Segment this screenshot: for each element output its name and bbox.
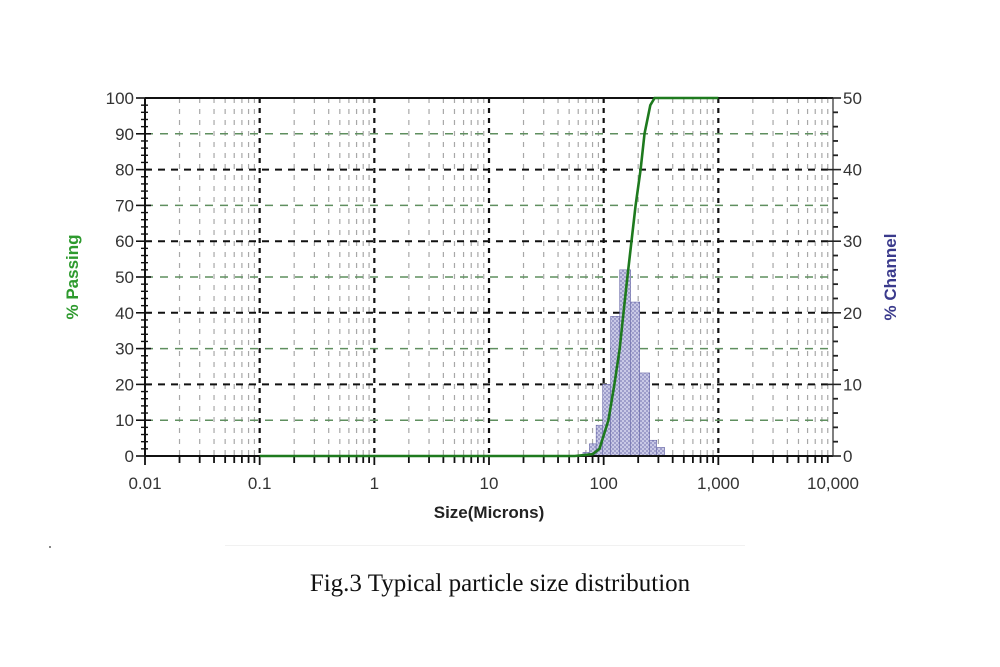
- channel-bar: [639, 372, 650, 457]
- y-tick-label: 0: [125, 447, 134, 466]
- y-tick-label: 20: [115, 375, 134, 394]
- x-tick-label: 10,000: [807, 474, 859, 493]
- channel-bar: [630, 301, 640, 457]
- grid-lines: [145, 98, 833, 456]
- right-y-axis-label: % Channel: [881, 234, 900, 321]
- x-tick-label: 10: [480, 474, 499, 493]
- y-tick-label: 100: [106, 89, 134, 108]
- y2-tick-label: 40: [843, 161, 862, 180]
- y2-tick-label: 20: [843, 304, 862, 323]
- y-tick-label: 60: [115, 232, 134, 251]
- x-axis-label: Size(Microns): [434, 503, 545, 522]
- y2-tick-label: 10: [843, 375, 862, 394]
- y2-tick-label: 50: [843, 89, 862, 108]
- left-y-axis-tick-labels: 0 10 20 30 40 50 60 70 80 90 100: [106, 89, 134, 466]
- x-tick-label: 0.01: [128, 474, 161, 493]
- y-tick-label: 80: [115, 161, 134, 180]
- y-tick-label: 40: [115, 304, 134, 323]
- right-y-axis-tick-labels: 0 10 20 30 40 50: [843, 89, 862, 466]
- channel-bar: [649, 439, 657, 457]
- separator-line: [225, 545, 745, 546]
- y-tick-label: 70: [115, 196, 134, 215]
- y-tick-label: 10: [115, 411, 134, 430]
- passing-cumulative-line: [259, 96, 719, 458]
- y-tick-label: 90: [115, 125, 134, 144]
- channel-bar: [656, 447, 665, 457]
- left-y-axis-label: % Passing: [63, 234, 82, 319]
- stray-dot: [49, 546, 51, 548]
- x-axis-tick-labels: 0.01 0.1 1 10 100 1,000 10,000: [128, 474, 859, 493]
- x-tick-label: 0.1: [248, 474, 272, 493]
- y-tick-label: 50: [115, 268, 134, 287]
- channel-histogram-bars: [582, 269, 665, 457]
- y2-tick-label: 30: [843, 232, 862, 251]
- figure-caption: Fig.3 Typical particle size distribution: [309, 570, 691, 597]
- x-tick-label: 1: [370, 474, 379, 493]
- x-tick-label: 100: [589, 474, 617, 493]
- x-tick-label: 1,000: [697, 474, 740, 493]
- y2-tick-label: 0: [843, 447, 852, 466]
- y-tick-label: 30: [115, 340, 134, 359]
